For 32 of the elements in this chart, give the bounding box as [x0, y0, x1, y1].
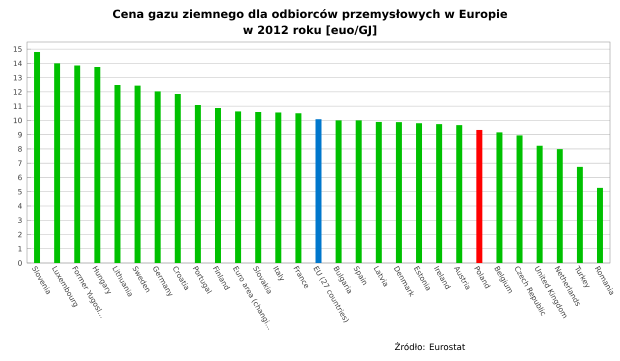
- bar: [316, 119, 322, 263]
- bar: [235, 111, 242, 263]
- bar: [154, 91, 161, 263]
- bar: [596, 188, 603, 263]
- bar: [94, 66, 100, 263]
- bar: [396, 122, 402, 263]
- bar: [576, 166, 583, 263]
- bar: [255, 112, 262, 263]
- bar: [34, 52, 40, 263]
- bar: [174, 94, 181, 263]
- bar: [456, 125, 462, 263]
- bar: [114, 85, 120, 263]
- bar: [134, 86, 141, 263]
- bar: [54, 63, 60, 263]
- bar: [516, 135, 523, 263]
- bar: [436, 124, 442, 263]
- chart-subtitle: w 2012 roku [euo/GJ]: [243, 25, 376, 36]
- bar: [356, 120, 362, 263]
- bar: [275, 112, 282, 263]
- bar: [74, 66, 80, 263]
- bar: [336, 120, 342, 263]
- bar: [295, 113, 302, 263]
- bar: [496, 132, 502, 263]
- text: Źródło: Eurostat: [394, 342, 466, 350]
- chart-title: Cena gazu ziemnego dla odbiorców przemysłowych w Europie: [112, 8, 508, 20]
- bar: [476, 130, 482, 263]
- bar: [214, 108, 221, 263]
- bar: [536, 146, 543, 263]
- bar: [556, 149, 563, 263]
- bar: [416, 123, 422, 263]
- bar: [194, 105, 201, 263]
- bar: [376, 122, 382, 263]
